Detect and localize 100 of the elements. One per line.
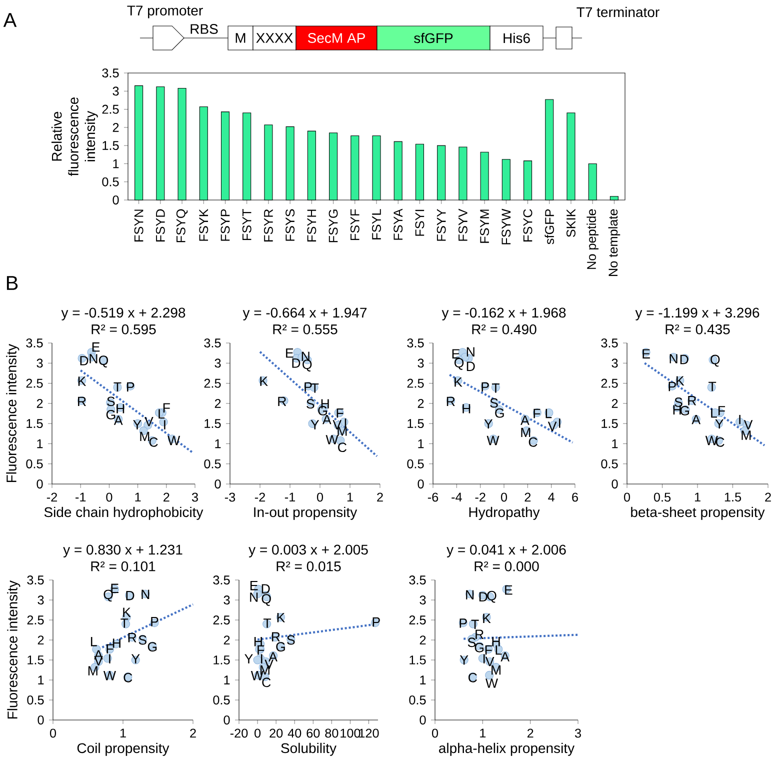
annotation: D xyxy=(262,584,270,594)
y-tick-label: 1.5 xyxy=(602,419,618,428)
y-tick-label: 0.5 xyxy=(601,459,618,468)
x-tick-label: 0 xyxy=(254,728,261,738)
y-tick-label: 0.5 xyxy=(27,696,44,704)
annotation: A xyxy=(114,416,123,425)
x-tick-label: 100 xyxy=(340,728,360,738)
chart-subtitle: R² = 0.101 xyxy=(91,561,156,572)
annotation: K xyxy=(260,376,268,386)
chart-subtitle: R² = 0.015 xyxy=(276,561,341,572)
annotation: W xyxy=(486,678,498,688)
x-tick-label: 0.5 xyxy=(654,492,671,502)
y-tick-label: 0 xyxy=(214,480,221,488)
annotation: L xyxy=(496,645,502,655)
annotation: A xyxy=(322,414,332,424)
annotation: F xyxy=(718,406,726,416)
annotation: I xyxy=(260,654,262,664)
y-tick-label: 3.5 xyxy=(213,576,230,584)
annotation: S xyxy=(287,635,295,645)
annotation: G xyxy=(474,642,484,652)
annotation: Q xyxy=(487,590,496,603)
y-tick-label: 3.5 xyxy=(407,338,424,348)
annotation: K xyxy=(676,376,684,386)
x-tick-label: 1 xyxy=(120,728,126,738)
annotation: R xyxy=(446,396,455,406)
x-tick-label: -2 xyxy=(475,492,486,502)
y-tick-label: 3.5 xyxy=(409,576,426,584)
y-tick-label: 3.5 xyxy=(26,338,43,348)
annotation: A xyxy=(500,652,510,662)
annotation: E xyxy=(642,349,650,358)
x-tick-label: -4 xyxy=(452,492,462,502)
annotation: R xyxy=(688,396,696,406)
annotation: V xyxy=(744,420,753,430)
y-tick-label: 3.5 xyxy=(601,338,618,348)
x-axis-title: Solubility xyxy=(281,742,336,756)
y-tick-label: 2 xyxy=(112,122,119,132)
text: A xyxy=(3,13,17,27)
annotation: H xyxy=(116,404,124,414)
annotation: Q xyxy=(710,354,720,367)
y-tick-label: 0.5 xyxy=(213,696,230,704)
chart-subtitle: R² = 0.595 xyxy=(92,324,156,334)
annotation: Y xyxy=(484,419,493,429)
annotation: T xyxy=(492,384,500,393)
chart-title: y = -0.162 x + 1.968 xyxy=(442,308,566,320)
y-tick-label: 1 xyxy=(38,676,44,684)
annotation: K xyxy=(78,376,86,386)
x-tick-label: FSYL xyxy=(372,209,381,240)
x-tick-label: FSYR xyxy=(264,209,273,242)
x-tick-label: FSYV xyxy=(458,208,468,241)
x-tick-label: 1.5 xyxy=(724,492,742,502)
annotation: I xyxy=(739,414,740,424)
y-tick-label: 2.5 xyxy=(204,378,221,388)
annotation: T xyxy=(114,382,122,392)
annotation: G xyxy=(106,410,116,420)
annotation: S xyxy=(490,398,498,408)
y-tick-label: 2 xyxy=(38,636,44,644)
chart-subtitle: R² = 0.000 xyxy=(474,561,539,572)
x-tick-label: -1 xyxy=(284,492,296,502)
y-tick-label: 0.5 xyxy=(26,459,43,468)
annotation: C xyxy=(716,437,724,447)
annotation: E xyxy=(250,581,258,590)
annotation: T xyxy=(311,384,319,393)
y-tick-label: 1.5 xyxy=(410,656,426,664)
annotation: F xyxy=(258,645,264,655)
annotation: Y xyxy=(133,420,142,430)
annotation: D xyxy=(680,354,688,364)
annotation: S xyxy=(468,638,476,648)
annotation: E xyxy=(505,585,512,595)
category-label: His6 xyxy=(504,32,530,44)
x-tick-label: FSYC xyxy=(523,209,532,242)
annotation: F xyxy=(106,644,114,654)
x-axis-title: Coil propensity xyxy=(77,742,170,756)
annotation: N xyxy=(250,592,258,602)
annotation: C xyxy=(338,442,347,452)
x-axis-title: Hydropathy xyxy=(469,506,540,520)
y-tick-label: 1 xyxy=(420,676,426,684)
annotation: P xyxy=(372,617,380,627)
y-axis-title: Fluorescence intensity xyxy=(7,580,20,718)
y-tick-label: 1.5 xyxy=(102,141,119,150)
chart-title: y = -1.199 x + 3.296 xyxy=(635,308,760,320)
y-tick-label: 0 xyxy=(38,716,44,724)
annotation: C xyxy=(124,672,132,682)
annotation: C xyxy=(149,437,158,447)
annotation: G xyxy=(148,642,157,652)
x-tick-label: 2 xyxy=(765,492,771,502)
annotation: I xyxy=(559,418,560,428)
x-tick-label: 1 xyxy=(694,492,700,502)
x-tick-label: 80 xyxy=(325,728,338,738)
x-tick-label: 2 xyxy=(377,492,383,502)
annotation: T xyxy=(708,382,716,392)
annotation: L xyxy=(711,408,718,418)
y-tick-label: 2.5 xyxy=(26,378,43,388)
y-tick-label: 0 xyxy=(418,480,424,488)
y-tick-label: 1 xyxy=(612,439,618,448)
y-tick-label: 2.5 xyxy=(601,378,618,388)
chart-subtitle: R² = 0.435 xyxy=(666,324,730,334)
annotation: G xyxy=(318,406,327,416)
y-tick-label: 2 xyxy=(418,399,424,408)
x-tick-label: 60 xyxy=(306,728,320,738)
y-tick-label: 3.5 xyxy=(102,68,119,78)
